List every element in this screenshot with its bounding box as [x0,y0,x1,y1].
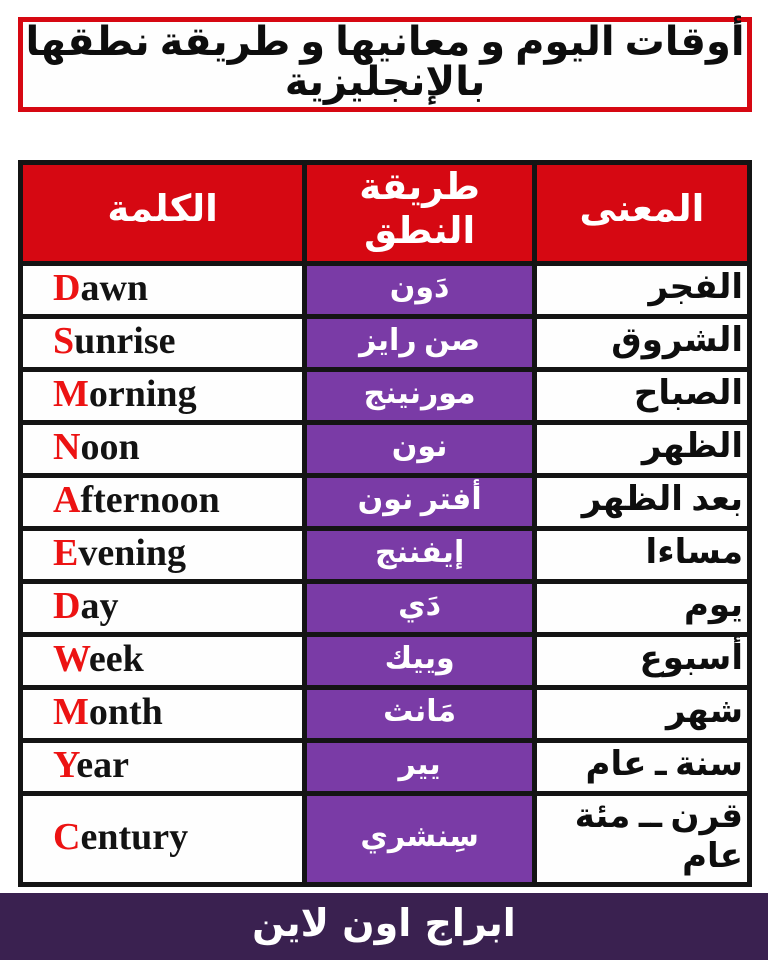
english-word: Month [17,685,308,743]
pronunciation: مورنينج [302,367,537,425]
pronunciation: يير [302,738,537,796]
arabic-meaning: شهر [531,685,753,743]
arabic-meaning: مساءا [531,526,753,584]
english-word: Evening [17,526,308,584]
header-meaning: المعنى [531,160,753,266]
table-row: Week وييك أسبوع [17,632,753,690]
pronunciation: دَون [302,261,537,319]
table-header-row: الكلمة طريقة النطق المعنى [17,160,753,266]
english-word: Noon [17,420,308,478]
arabic-meaning: يوم [531,579,753,637]
table-row: Morning مورنينج الصباح [17,367,753,425]
table-row: Sunrise صن رايز الشروق [17,314,753,372]
header-pronunciation: طريقة النطق [302,160,537,266]
english-word: Year [17,738,308,796]
table-row: Noon نون الظهر [17,420,753,478]
brand-name: ابراج اون لاين [252,900,516,945]
pronunciation: وييك [302,632,537,690]
pronunciation: أفتر نون [302,473,537,531]
english-word: Dawn [17,261,308,319]
arabic-meaning: الظهر [531,420,753,478]
pronunciation: إيفننج [302,526,537,584]
pronunciation: مَانث [302,685,537,743]
table-row: Month مَانث شهر [17,685,753,743]
arabic-meaning: أسبوع [531,632,753,690]
english-word: Day [17,579,308,637]
arabic-meaning: بعد الظهر [531,473,753,531]
english-word: Morning [17,367,308,425]
table-row: Year يير سنة ـ عام [17,738,753,796]
footer-banner: ابراج اون لاين [0,893,768,960]
vocabulary-table: الكلمة طريقة النطق المعنى Dawn دَون الفج… [17,160,753,887]
table-row: Century سِنشري قرن ــ مئة عام [17,791,753,887]
pronunciation: دَي [302,579,537,637]
english-word: Afternoon [17,473,308,531]
table-row: Evening إيفننج مساءا [17,526,753,584]
english-word: Sunrise [17,314,308,372]
table-row: Day دَي يوم [17,579,753,637]
pronunciation: نون [302,420,537,478]
arabic-meaning: الشروق [531,314,753,372]
pronunciation: صن رايز [302,314,537,372]
title-box: أوقات اليوم و معانيها و طريقة نطقها بالإ… [18,17,752,112]
arabic-meaning: الصباح [531,367,753,425]
page-title: أوقات اليوم و معانيها و طريقة نطقها بالإ… [25,18,745,104]
table-row: Afternoon أفتر نون بعد الظهر [17,473,753,531]
arabic-meaning: الفجر [531,261,753,319]
arabic-meaning: سنة ـ عام [531,738,753,796]
header-word: الكلمة [17,160,308,266]
pronunciation: سِنشري [302,791,537,887]
english-word: Week [17,632,308,690]
table-row: Dawn دَون الفجر [17,261,753,319]
english-word: Century [17,791,308,887]
arabic-meaning: قرن ــ مئة عام [531,791,753,887]
